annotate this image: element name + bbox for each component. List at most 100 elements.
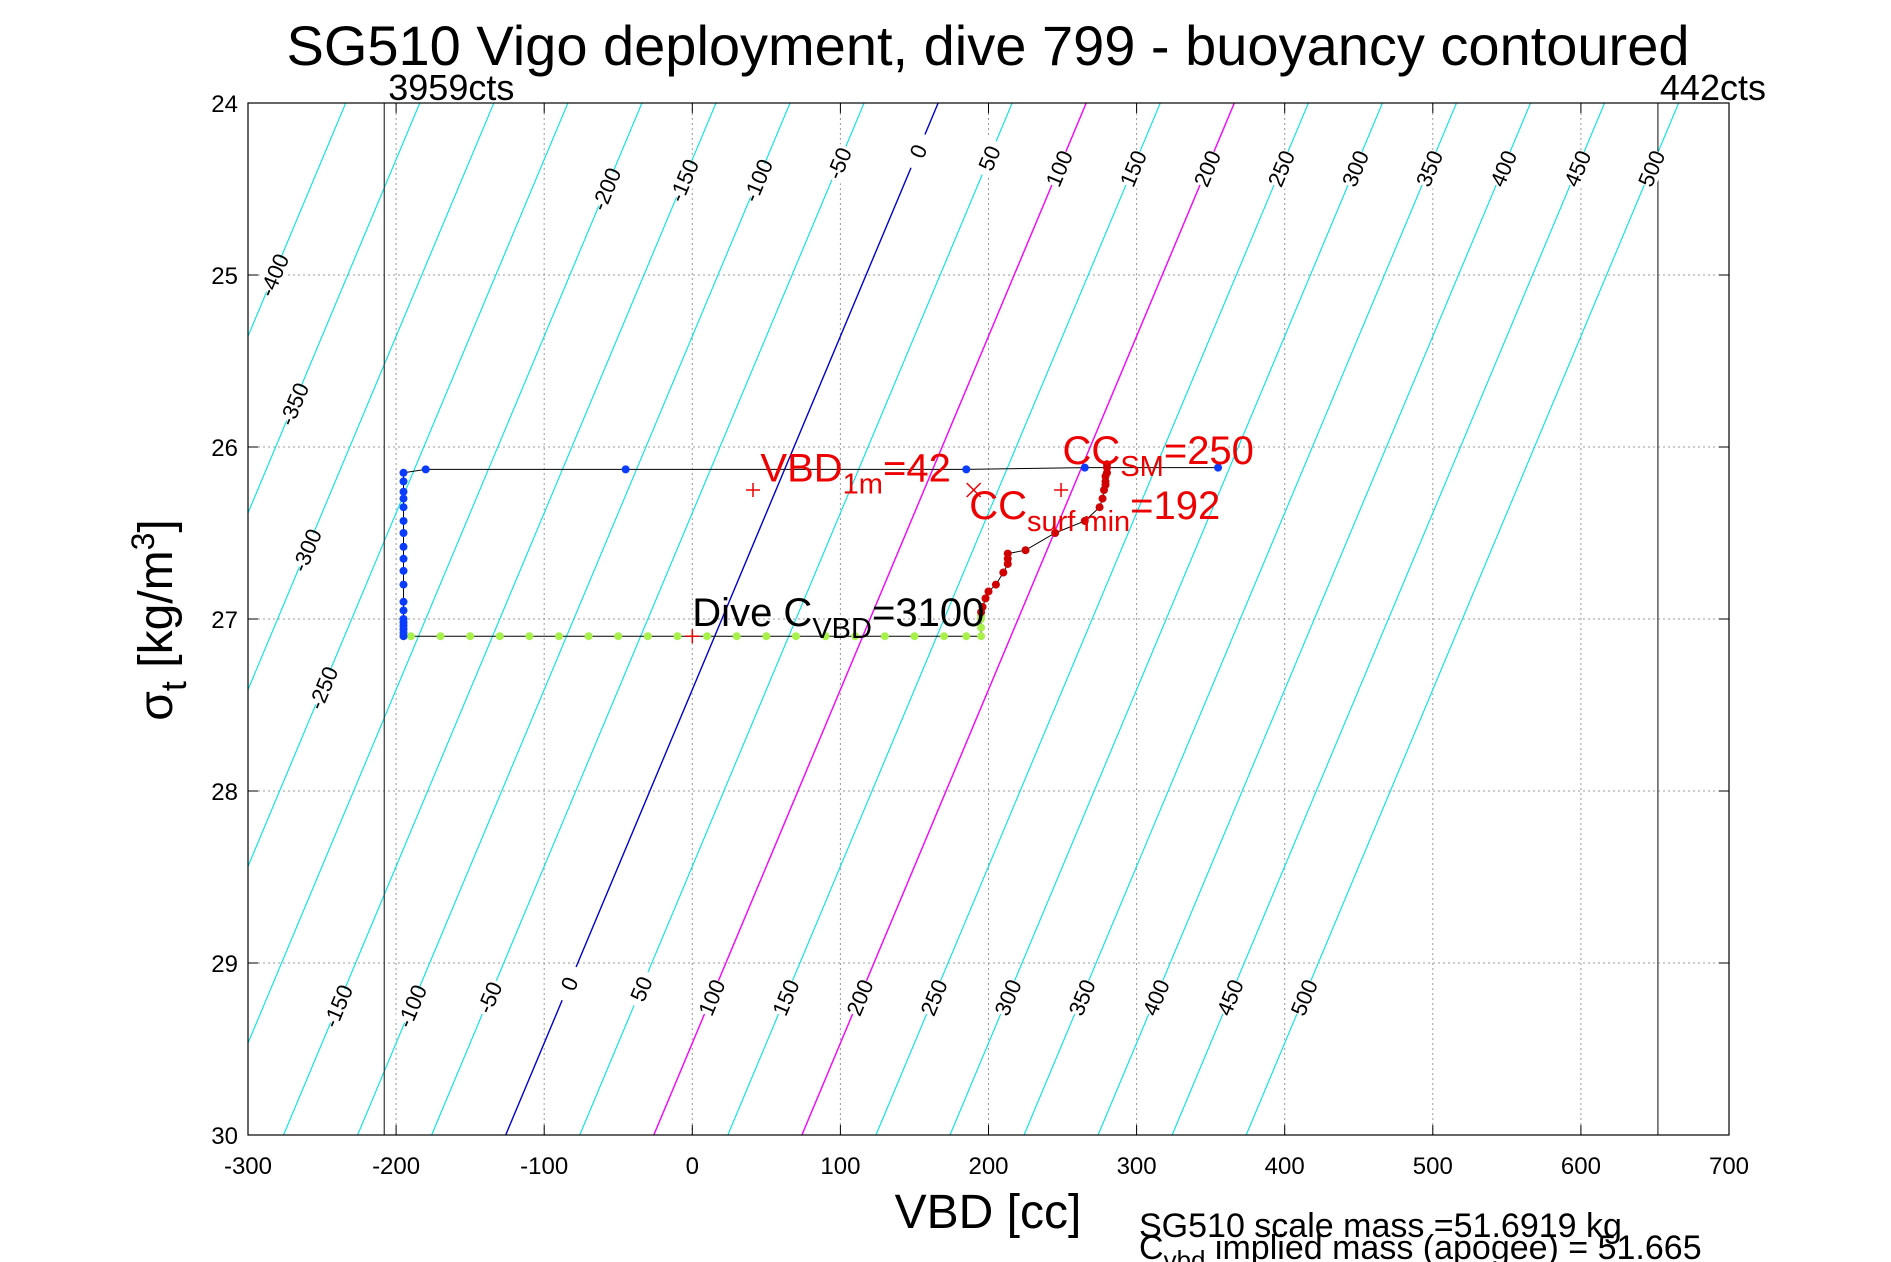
buoyancy-contour [1245, 103, 1680, 1135]
ascent-point [999, 568, 1008, 577]
descent-point [399, 580, 408, 589]
annotation-ccsurf: CCsurf min=192 [969, 484, 1220, 538]
reference-lines [383, 103, 1659, 1135]
bottom-point [466, 632, 475, 641]
zero-buoyancy-line [505, 103, 939, 1135]
x-tick-label: 300 [1117, 1153, 1157, 1180]
ascent-point [1051, 529, 1060, 537]
y-axis-label-close: ] [130, 519, 183, 532]
descent-point [399, 468, 408, 477]
y-tick-label: 26 [211, 435, 238, 462]
contour-label-bg [768, 976, 803, 1019]
vertical-line-labels: 3959cts 442cts [388, 67, 1766, 108]
descent-point [621, 465, 630, 474]
contour-label-bg [1189, 147, 1225, 190]
descent-point [399, 566, 408, 575]
buoyancy-contour [949, 103, 1383, 1135]
count-label-right: 442cts [1660, 67, 1766, 108]
buoyancy-contour [248, 103, 569, 868]
ascent-point [981, 594, 990, 603]
x-axis-label: VBD [cc] [895, 1186, 1082, 1239]
y-axis-label-main: σ [130, 691, 183, 721]
chart-title: SG510 Vigo deployment, dive 799 - buoyan… [286, 14, 1689, 77]
x-tick-label: 700 [1709, 1153, 1749, 1180]
buoyancy-contour [248, 103, 643, 1045]
descent-point [399, 554, 408, 563]
descent-point [1214, 463, 1223, 472]
descent-point [399, 503, 408, 512]
contour-label-bg [623, 967, 659, 1010]
buoyancy-contour [283, 103, 717, 1135]
footer-scale-mass: SG510 scale mass =51.6919 kg [1139, 1207, 1622, 1245]
y-tick-label: 30 [211, 1123, 238, 1150]
plus-marker [746, 483, 761, 497]
footer-implied-mass-sub: vbd [1164, 1245, 1206, 1262]
x-tick-label: 0 [686, 1153, 699, 1180]
bottom-point [821, 632, 830, 641]
buoyancy-contour [1023, 103, 1458, 1135]
x-tick-label: 500 [1413, 1153, 1453, 1180]
contour-label-bg [1263, 147, 1299, 190]
footer-implied-mass: Cvbd implied mass (apogee) = 51.665 [1139, 1229, 1702, 1262]
data-series [399, 460, 1223, 641]
y-tick-label: 28 [211, 779, 238, 806]
bottom-point [910, 632, 919, 641]
descent-point [399, 477, 408, 486]
y-axis-label-sub: t [153, 681, 194, 691]
descent-point [399, 597, 408, 606]
descent-point [399, 542, 408, 551]
contour-label-bg [1486, 147, 1521, 190]
contour-label-bg [1560, 147, 1595, 190]
descent-point [399, 487, 408, 496]
y-axis-label-unit: [kg/m [130, 550, 183, 681]
x-tick-label: -200 [372, 1153, 420, 1180]
vbd-range-line [801, 103, 1235, 1135]
bottom-point [673, 632, 682, 641]
x-marker [966, 482, 982, 498]
bottom-point [880, 632, 889, 641]
footer-implied-mass-main: C [1139, 1229, 1164, 1262]
bottom-point [495, 632, 504, 641]
bottom-point [436, 632, 445, 641]
grid [248, 103, 1729, 1135]
contour-label-bg [320, 985, 355, 1027]
contour-label-bg [1286, 976, 1321, 1019]
contour-label-bg [821, 142, 856, 185]
contour-label-bg [256, 254, 291, 296]
bottom-point [977, 632, 986, 641]
buoyancy-contour [875, 103, 1309, 1135]
bottom-point [555, 632, 564, 641]
x-tick-label: 400 [1265, 1153, 1305, 1180]
bottom-point [977, 623, 986, 632]
descent-point [962, 465, 971, 474]
contour-label-bg [1212, 976, 1247, 1019]
contour-label-bg [842, 976, 877, 1019]
x-tick-label: -100 [520, 1153, 568, 1180]
buoyancy-contour [357, 103, 791, 1135]
buoyancy-contour [248, 103, 495, 692]
buoyancy-contour [431, 103, 865, 1135]
vbd-range-line [653, 103, 1087, 1135]
y-tick-label: 29 [211, 951, 238, 978]
ascent-point [1021, 546, 1030, 555]
x-tick-label: 100 [820, 1153, 860, 1180]
ascent-point [1098, 494, 1107, 503]
footer: SG510 scale mass =51.6919 kg Cvbd implie… [1139, 1207, 1702, 1262]
contour-label-bg [1041, 147, 1076, 190]
y-tick-label: 24 [211, 91, 238, 118]
bottom-point [406, 632, 415, 641]
y-axis-label-sup: 3 [125, 533, 161, 551]
bottom-point [643, 632, 652, 641]
y-tick-label: 25 [211, 263, 238, 290]
bottom-point [732, 632, 741, 641]
contour-label-bg [990, 976, 1025, 1019]
contour-label-bg [552, 962, 587, 1005]
contour-label-bg [1138, 976, 1173, 1019]
buoyancy-contour [579, 103, 1013, 1135]
count-label-left: 3959cts [388, 67, 514, 108]
contour-label-bg [472, 976, 507, 1019]
plus-marker [685, 629, 700, 644]
x-tick-labels: -300 -200 -100 0 100 200 300 400 500 600 700 [224, 1153, 1749, 1180]
ascent-point [1102, 460, 1111, 469]
